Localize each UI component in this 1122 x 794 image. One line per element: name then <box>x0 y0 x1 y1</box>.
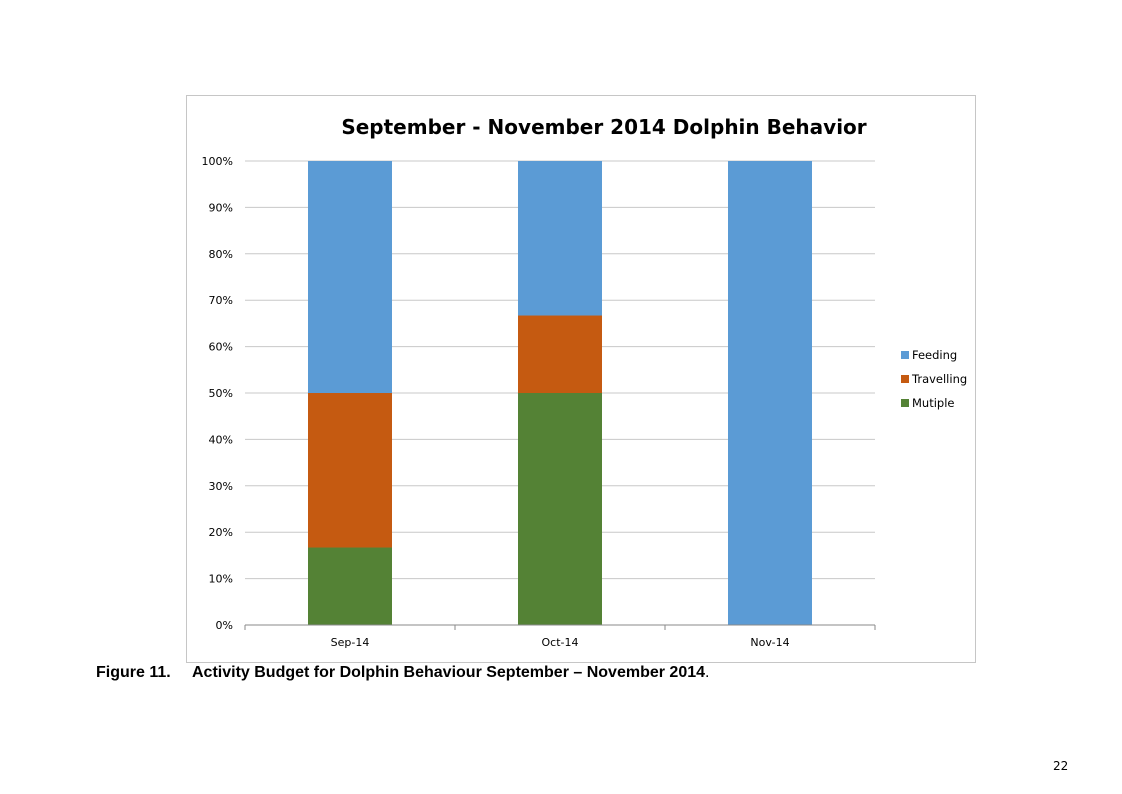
y-tick-label: 0% <box>216 619 233 632</box>
x-tick-label: Sep-14 <box>331 636 370 649</box>
legend-label-feeding: Feeding <box>912 348 957 362</box>
bar-feeding-sep-14 <box>308 161 392 393</box>
x-axis-tick-labels: Sep-14 Oct-14 Nov-14 <box>331 636 790 649</box>
y-tick-label: 20% <box>209 526 233 539</box>
y-tick-label: 50% <box>209 387 233 400</box>
chart-title: September - November 2014 Dolphin Behavi… <box>341 115 866 139</box>
bar-mutiple-sep-14 <box>308 547 392 625</box>
figure-caption-period: . <box>705 664 710 681</box>
legend: Feeding Travelling Mutiple <box>901 348 967 410</box>
bar-feeding-nov-14 <box>728 161 812 625</box>
y-tick-label: 60% <box>209 341 233 354</box>
figure-number: Figure 11. <box>96 664 171 681</box>
chart-area: September - November 2014 Dolphin Behavi… <box>186 95 976 663</box>
y-axis-tick-labels: 0% 10% 20% 30% 40% 50% 60% 70% 80% 90% 100% <box>202 155 233 632</box>
stacked-bar-chart: September - November 2014 Dolphin Behavi… <box>202 115 968 649</box>
page-number: 22 <box>1053 759 1069 773</box>
bar-travelling-oct-14 <box>518 315 602 393</box>
bar-travelling-sep-14 <box>308 393 392 548</box>
y-tick-label: 90% <box>209 201 233 214</box>
legend-label-travelling: Travelling <box>911 372 967 386</box>
y-tick-label: 70% <box>209 294 233 307</box>
legend-swatch-mutiple <box>901 399 909 407</box>
x-tick-label: Oct-14 <box>542 636 579 649</box>
y-tick-label: 80% <box>209 248 233 261</box>
bar-mutiple-oct-14 <box>518 393 602 625</box>
legend-label-mutiple: Mutiple <box>912 396 955 410</box>
y-tick-label: 40% <box>209 433 233 446</box>
figure-caption-text: Activity Budget for Dolphin Behaviour Se… <box>192 664 706 681</box>
y-tick-label: 100% <box>202 155 233 168</box>
x-axis <box>244 624 876 630</box>
x-tick-label: Nov-14 <box>750 636 789 649</box>
figure-caption: Figure 11. Activity Budget for Dolphin Be… <box>96 664 709 682</box>
legend-swatch-travelling <box>901 375 909 383</box>
legend-swatch-feeding <box>901 351 909 359</box>
bars <box>308 161 812 625</box>
y-tick-label: 30% <box>209 480 233 493</box>
bar-feeding-oct-14 <box>518 161 602 316</box>
y-tick-label: 10% <box>209 573 233 586</box>
